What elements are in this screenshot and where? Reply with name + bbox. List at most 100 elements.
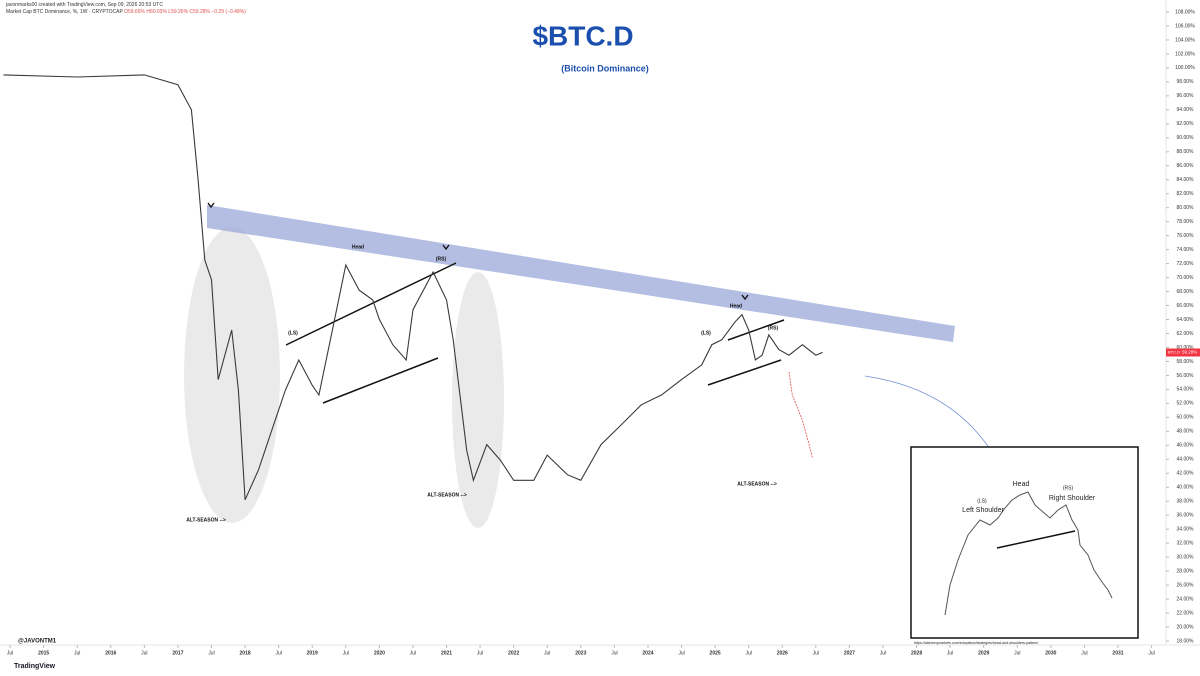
x-tick-label: Jul — [880, 650, 886, 656]
y-tick-label: 88.00% — [1177, 149, 1195, 155]
x-tick-label: Jul — [611, 650, 617, 656]
highlight-ellipse — [452, 272, 504, 528]
x-tick-label: Jul — [477, 650, 483, 656]
y-tick-label: 18.00% — [1177, 638, 1195, 644]
annotation: (LS) — [288, 330, 298, 336]
projection-line — [788, 371, 813, 458]
x-tick-label: 2030 — [1045, 650, 1056, 656]
y-tick-label: 84.00% — [1177, 177, 1195, 183]
y-tick-label: 42.00% — [1177, 471, 1195, 477]
annotation: Head — [352, 244, 364, 250]
annotation: (RS) — [768, 325, 779, 331]
y-tick-label: 58.00% — [1177, 359, 1195, 365]
inset-label: Head — [1013, 481, 1030, 488]
y-tick-label: 62.00% — [1177, 331, 1195, 337]
brand: TradingView — [14, 663, 56, 670]
x-tick-label: 2027 — [844, 650, 855, 656]
inset-neckline — [996, 530, 1076, 549]
x-tick-label: 2022 — [508, 650, 519, 656]
y-tick-label: 46.00% — [1177, 443, 1195, 449]
y-tick-label: 56.00% — [1177, 373, 1195, 379]
annotation: ALT-SEASON --> — [427, 492, 467, 498]
y-tick-label: 20.00% — [1177, 624, 1195, 630]
y-tick-label: 92.00% — [1177, 121, 1195, 127]
y-tick-label: 50.00% — [1177, 415, 1195, 421]
inset-label: (LS) — [977, 498, 987, 504]
y-tick-label: 96.00% — [1177, 93, 1195, 99]
y-tick-label: 106.00% — [1175, 23, 1195, 29]
last-price-label: 59.28% — [1182, 350, 1197, 355]
annotation: (RS) — [436, 256, 447, 262]
x-tick-label: 2029 — [978, 650, 989, 656]
annotation: Head — [730, 303, 742, 309]
x-tick-label: Jul — [343, 650, 349, 656]
y-tick-label: 52.00% — [1177, 401, 1195, 407]
y-tick-label: 60.00% — [1177, 345, 1195, 351]
y-tick-label: 86.00% — [1177, 163, 1195, 169]
x-tick-label: Jul — [141, 650, 147, 656]
x-tick-label: Jul — [678, 650, 684, 656]
inset-sketch — [944, 491, 1113, 616]
y-tick-label: 72.00% — [1177, 261, 1195, 267]
y-tick-label: 76.00% — [1177, 233, 1195, 239]
x-tick-label: Jul — [544, 650, 550, 656]
y-tick-label: 38.00% — [1177, 499, 1195, 505]
x-tick-label: Jul — [1148, 650, 1154, 656]
y-tick-label: 108.00% — [1175, 9, 1195, 15]
highlight-ellipse — [184, 227, 280, 523]
y-tick-label: 54.00% — [1177, 387, 1195, 393]
x-tick-label: Jul — [947, 650, 953, 656]
y-tick-label: 94.00% — [1177, 107, 1195, 113]
y-tick-label: 78.00% — [1177, 219, 1195, 225]
y-tick-label: 68.00% — [1177, 289, 1195, 295]
x-tick-label: Jul — [745, 650, 751, 656]
y-tick-label: 100.00% — [1175, 65, 1195, 71]
symbol: Market Cap BTC Dominance, %, 1W · CRYPTO… — [6, 9, 123, 15]
x-tick-label: 2024 — [642, 650, 653, 656]
resistance-band — [207, 205, 955, 342]
inset-label: Left Shoulder — [962, 507, 1004, 514]
x-tick-label: 2019 — [307, 650, 318, 656]
x-tick-label: 2016 — [105, 650, 116, 656]
x-tick-label: 2026 — [777, 650, 788, 656]
y-tick-label: 66.00% — [1177, 303, 1195, 309]
y-tick-label: 64.00% — [1177, 317, 1195, 323]
ohlc: O59.66% H60.03% L59.26% C59.28% −0.29 (−… — [124, 9, 246, 15]
y-tick-label: 44.00% — [1177, 457, 1195, 463]
price-line — [3, 74, 823, 501]
y-tick-label: 26.00% — [1177, 582, 1195, 588]
check-marks — [207, 202, 749, 301]
x-tick-label: 2031 — [1112, 650, 1123, 656]
y-tick-label: 102.00% — [1175, 51, 1195, 57]
annotation: (LS) — [701, 330, 711, 336]
y-tick-label: 104.00% — [1175, 37, 1195, 43]
y-tick-label: 48.00% — [1177, 429, 1195, 435]
x-tick-label: Jul — [410, 650, 416, 656]
inset-source: https://alchemymarkets.com/education/str… — [914, 641, 1038, 645]
y-tick-label: 80.00% — [1177, 205, 1195, 211]
y-tick-label: 34.00% — [1177, 527, 1195, 533]
y-tick-label: 90.00% — [1177, 135, 1195, 141]
y-tick-label: 30.00% — [1177, 554, 1195, 560]
x-tick-label: Jul — [1014, 650, 1020, 656]
chart-title: $BTC.D — [532, 20, 633, 51]
inset-label: Right Shoulder — [1049, 495, 1096, 502]
y-tick-label: 40.00% — [1177, 485, 1195, 491]
chart-subtitle: (Bitcoin Dominance) — [561, 63, 649, 73]
y-tick-label: 32.00% — [1177, 540, 1195, 546]
symbol-legend: Market Cap BTC Dominance, %, 1W · CRYPTO… — [6, 9, 246, 15]
x-tick-label: 2020 — [374, 650, 385, 656]
x-tick-label: 2023 — [575, 650, 586, 656]
legend-entry: BTC.D — [1168, 350, 1180, 355]
y-tick-label: 28.00% — [1177, 568, 1195, 574]
y-tick-label: 22.00% — [1177, 610, 1195, 616]
y-tick-label: 24.00% — [1177, 596, 1195, 602]
x-tick-label: Jul — [7, 650, 13, 656]
y-tick-label: 36.00% — [1177, 513, 1195, 519]
x-tick-label: 2025 — [710, 650, 721, 656]
y-tick-label: 70.00% — [1177, 275, 1195, 281]
y-tick-label: 74.00% — [1177, 247, 1195, 253]
y-tick-label: 98.00% — [1177, 79, 1195, 85]
